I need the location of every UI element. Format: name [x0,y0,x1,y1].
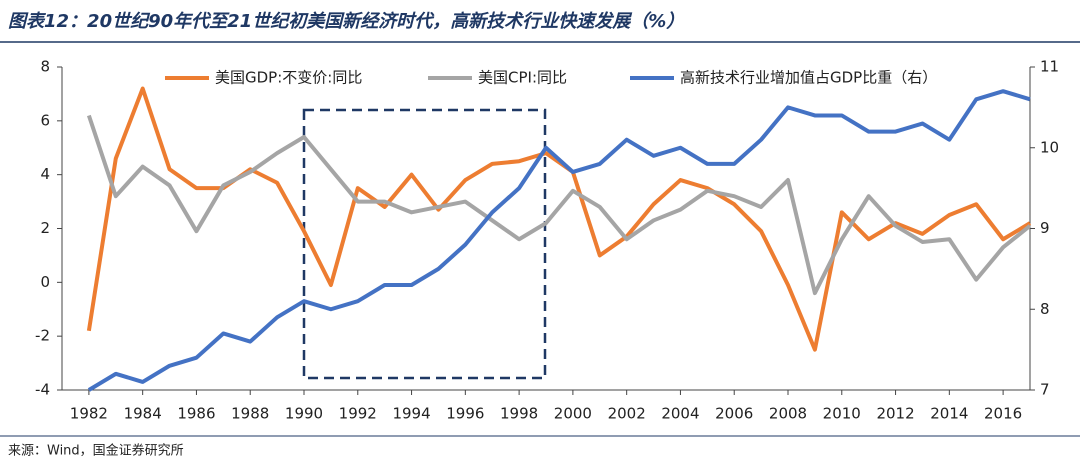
y-tick-label: 0 [40,273,50,291]
x-tick-label: 1986 [177,405,215,423]
x-tick-label: 1990 [285,405,323,423]
chart-title: 图表12：20世纪90年代至21世纪初美国新经济时代，高新技术行业快速发展（%） [8,11,684,32]
x-tick-label: 1996 [446,405,484,423]
x-tick-label: 2014 [930,405,968,423]
x-tick-label: 2000 [554,405,592,423]
legend-label: 高新技术行业增加值占GDP比重（右） [680,69,937,87]
y2-tick-label: 7 [1040,381,1050,399]
x-tick-label: 1992 [339,405,377,423]
x-tick-label: 2012 [876,405,914,423]
y-tick-label: -2 [35,327,50,345]
legend-label: 美国GDP:不变价:同比 [215,69,362,87]
legend-label: 美国CPI:同比 [478,69,567,87]
y2-tick-label: 9 [1040,219,1050,237]
x-tick-label: 2002 [608,405,646,423]
x-tick-label: 2016 [984,405,1022,423]
x-tick-label: 2010 [823,405,861,423]
x-tick-label: 1984 [124,405,162,423]
x-tick-label: 2006 [715,405,753,423]
y-tick-label: 8 [40,58,50,76]
y2-tick-label: 10 [1040,138,1059,156]
series-line [87,89,1031,392]
y-tick-label: 4 [40,165,50,183]
y2-tick-label: 8 [1040,300,1050,318]
y-tick-label: 2 [40,219,50,237]
x-tick-label: 1988 [231,405,269,423]
source: 来源：Wind，国金证券研究所 [8,443,184,459]
y-tick-label: 6 [40,111,50,129]
x-tick-label: 2004 [661,405,699,423]
x-tick-label: 1982 [70,405,108,423]
series-line [86,114,1032,296]
x-tick-label: 1998 [500,405,538,423]
x-tick-label: 1994 [392,405,430,423]
highlight-box [302,108,547,380]
y-tick-label: -4 [35,381,50,399]
x-tick-label: 2008 [769,405,807,423]
y2-tick-label: 11 [1040,58,1059,76]
